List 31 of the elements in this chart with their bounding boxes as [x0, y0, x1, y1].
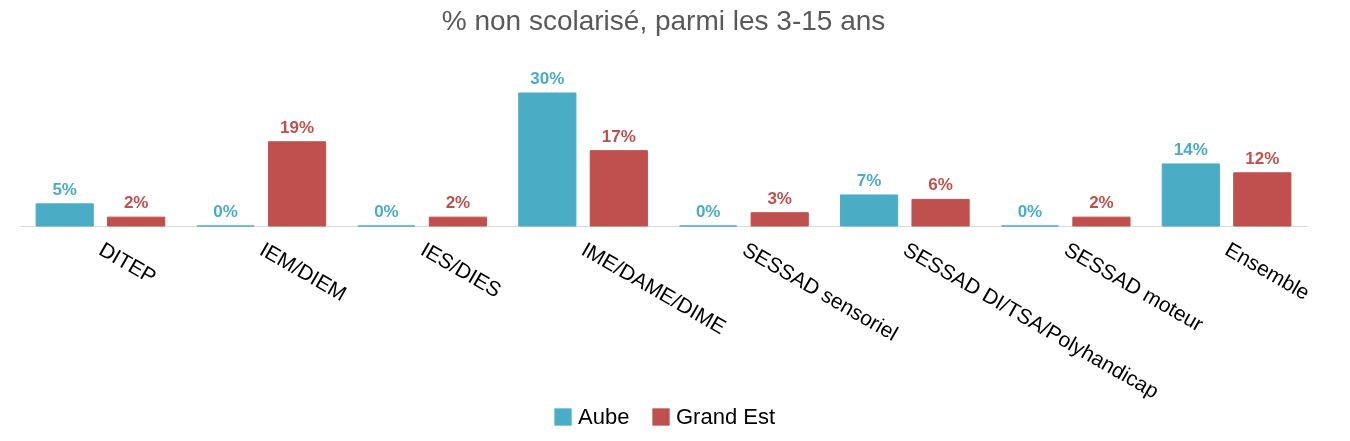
- data-label: 0%: [213, 202, 238, 221]
- data-label: 3%: [767, 188, 792, 208]
- bar: [35, 203, 94, 227]
- data-label: 6%: [928, 175, 953, 195]
- bar: [428, 216, 488, 227]
- data-label: 12%: [1245, 148, 1280, 168]
- bar: [750, 212, 809, 227]
- bar: [589, 150, 648, 227]
- bar: [1072, 216, 1131, 227]
- data-label: 19%: [280, 117, 315, 137]
- data-label: 2%: [445, 193, 471, 213]
- data-label: 30%: [530, 69, 565, 88]
- data-label: 5%: [52, 179, 77, 199]
- chart-title: % non scolarisé, parmi les 3-15 ans: [441, 5, 886, 36]
- data-label: 2%: [123, 193, 149, 213]
- bar: [1233, 172, 1292, 227]
- bar: [267, 141, 327, 227]
- data-label: 0%: [374, 202, 399, 221]
- bar: [518, 92, 577, 227]
- bar: [107, 216, 166, 227]
- data-label: 17%: [601, 126, 636, 146]
- bar: [1161, 163, 1220, 227]
- legend-label: Aube: [578, 404, 630, 429]
- bar: [911, 198, 970, 227]
- data-label: 0%: [695, 202, 721, 221]
- data-label: 7%: [856, 170, 882, 190]
- legend-label: Grand Est: [676, 404, 776, 429]
- data-label: 14%: [1173, 139, 1208, 159]
- data-label: 0%: [1017, 202, 1043, 221]
- bar: [839, 194, 899, 227]
- data-label: 2%: [1089, 193, 1114, 213]
